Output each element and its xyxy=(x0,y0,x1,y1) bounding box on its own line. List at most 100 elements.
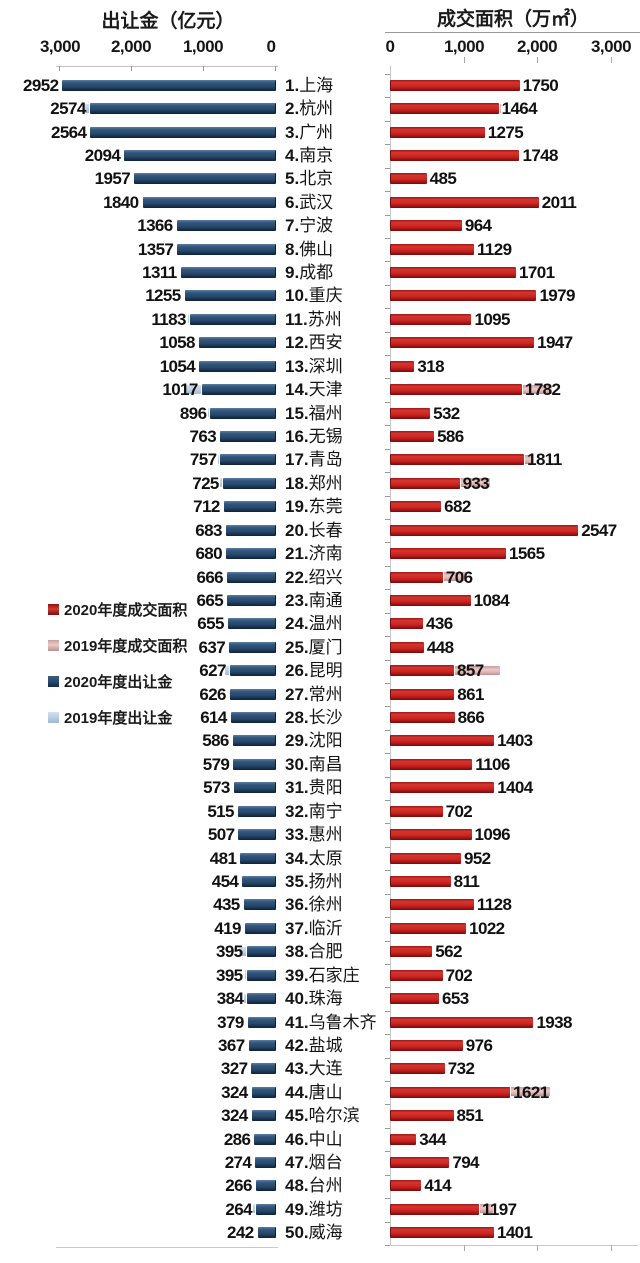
left-plot-baseline xyxy=(56,1247,278,1248)
city-rank: 30. xyxy=(285,754,309,774)
fee-2020-value: 763 xyxy=(189,427,217,446)
bar-fee-2020 xyxy=(229,688,276,700)
fee-2020-value: 384 xyxy=(216,989,244,1009)
area-2020-value: 1938 xyxy=(536,1012,572,1032)
city-name: 徐州 xyxy=(308,895,343,915)
city-label: 46.中山 xyxy=(285,1129,343,1151)
right-axis-row-tick xyxy=(385,987,390,989)
right-axis-row-tick xyxy=(385,120,390,122)
bar-area-2020 xyxy=(390,407,431,419)
bar-area-2020 xyxy=(390,852,461,864)
city-rank: 35. xyxy=(285,871,309,891)
bar-area-2020 xyxy=(390,1110,454,1122)
legend-swatch-icon xyxy=(48,675,59,687)
city-rank: 26. xyxy=(285,661,309,681)
fee-2020-value: 266 xyxy=(225,1176,252,1196)
bar-area-2020 xyxy=(390,1180,422,1192)
right-axis-row-tick xyxy=(385,1104,390,1106)
city-label: 9.成都 xyxy=(285,262,333,284)
right-axis-row-tick xyxy=(385,729,390,731)
right-axis-row-tick xyxy=(385,893,390,895)
city-name: 深圳 xyxy=(308,356,343,376)
bar-area-2020 xyxy=(390,1133,417,1145)
bar-fee-2020 xyxy=(201,384,276,396)
bar-fee-2020 xyxy=(62,79,276,91)
right-axis-row-tick xyxy=(385,1034,390,1036)
right-axis-row-tick xyxy=(385,870,390,872)
city-name: 盐城 xyxy=(308,1035,343,1055)
city-name: 潍坊 xyxy=(308,1199,343,1219)
bar-area-2020 xyxy=(390,79,520,91)
right-axis-row-tick xyxy=(385,846,390,848)
area-2020-value: 1403 xyxy=(497,731,533,751)
area-2020-value: 866 xyxy=(457,708,485,728)
city-label: 14.天津 xyxy=(285,379,343,401)
city-rank: 36. xyxy=(285,895,309,915)
fee-2020-value: 242 xyxy=(226,1223,254,1243)
city-label: 47.烟台 xyxy=(285,1152,343,1174)
bar-area-2020 xyxy=(390,1016,534,1028)
fee-2020-value: 586 xyxy=(202,731,229,751)
city-name: 长沙 xyxy=(308,708,343,728)
city-label: 29.沈阳 xyxy=(285,730,343,752)
bar-fee-2020 xyxy=(222,477,276,489)
fee-2020-value: 712 xyxy=(193,497,220,517)
right-axis-tick-1000: 1,000 xyxy=(443,37,485,56)
bar-area-2020 xyxy=(390,103,499,115)
right-chart-title: 成交面积（万㎡） xyxy=(436,9,590,30)
bar-fee-2020 xyxy=(189,313,276,325)
fee-2020-value: 2094 xyxy=(84,145,121,165)
area-2020-value: 1750 xyxy=(522,75,559,95)
fee-2020-value: 2564 xyxy=(50,122,87,142)
bar-area-2020 xyxy=(390,220,462,232)
right-axis-row-tick xyxy=(385,308,390,310)
right-axis-row-tick xyxy=(385,448,390,450)
legend-label: 2019年度成交面积 xyxy=(64,637,188,655)
city-name: 惠州 xyxy=(308,825,343,845)
city-rank: 28. xyxy=(285,708,309,728)
city-label: 7.宁波 xyxy=(285,215,333,237)
fee-2020-value: 395 xyxy=(215,965,243,985)
area-2020-value: 952 xyxy=(463,848,491,868)
city-rank: 23. xyxy=(285,590,309,610)
city-label: 28.长沙 xyxy=(285,707,343,729)
bar-fee-2020 xyxy=(233,758,276,770)
left-axis-tick-2000: 2,000 xyxy=(110,37,152,56)
bar-fee-2020 xyxy=(233,782,276,794)
area-2020-value: 586 xyxy=(437,427,464,446)
fee-2020-value: 1957 xyxy=(94,169,131,189)
bar-area-2020 xyxy=(390,875,451,887)
area-2020-value: 1095 xyxy=(474,309,510,329)
city-name: 佛山 xyxy=(299,239,334,259)
fee-2020-value: 435 xyxy=(213,895,240,915)
city-name: 昆明 xyxy=(308,661,343,681)
fee-2020-value: 627 xyxy=(199,661,226,681)
city-rank: 5. xyxy=(285,169,300,189)
city-label: 18.郑州 xyxy=(285,473,343,495)
right-axis-row-tick xyxy=(385,518,390,520)
fee-2020-value: 1311 xyxy=(142,263,177,283)
legend-swatch-icon xyxy=(48,639,59,651)
city-label: 42.盐城 xyxy=(285,1035,343,1057)
area-2020-value: 1621 xyxy=(513,1082,549,1102)
city-name: 南通 xyxy=(308,590,343,610)
right-top-axis-tick xyxy=(537,57,538,63)
city-rank: 12. xyxy=(285,333,309,353)
right-top-axis-tick xyxy=(610,57,612,63)
right-axis-tick-0: 0 xyxy=(385,37,395,56)
bar-area-2020 xyxy=(390,501,442,513)
bar-area-2020 xyxy=(390,548,507,560)
city-rank: 41. xyxy=(285,1012,309,1032)
city-label: 30.南昌 xyxy=(285,754,343,776)
bar-area-2020 xyxy=(390,1086,511,1098)
area-2020-value: 1129 xyxy=(476,239,512,259)
fee-2020-value: 1183 xyxy=(151,309,186,329)
fee-2020-value: 274 xyxy=(224,1153,252,1173)
left-plot-top-border xyxy=(56,66,278,67)
left-chart-title: 出让金（亿元） xyxy=(101,11,235,32)
bar-area-2020 xyxy=(390,594,471,606)
bar-area-2020 xyxy=(390,735,495,747)
fee-2020-value: 324 xyxy=(221,1082,248,1102)
area-2020-value: 811 xyxy=(453,871,480,891)
